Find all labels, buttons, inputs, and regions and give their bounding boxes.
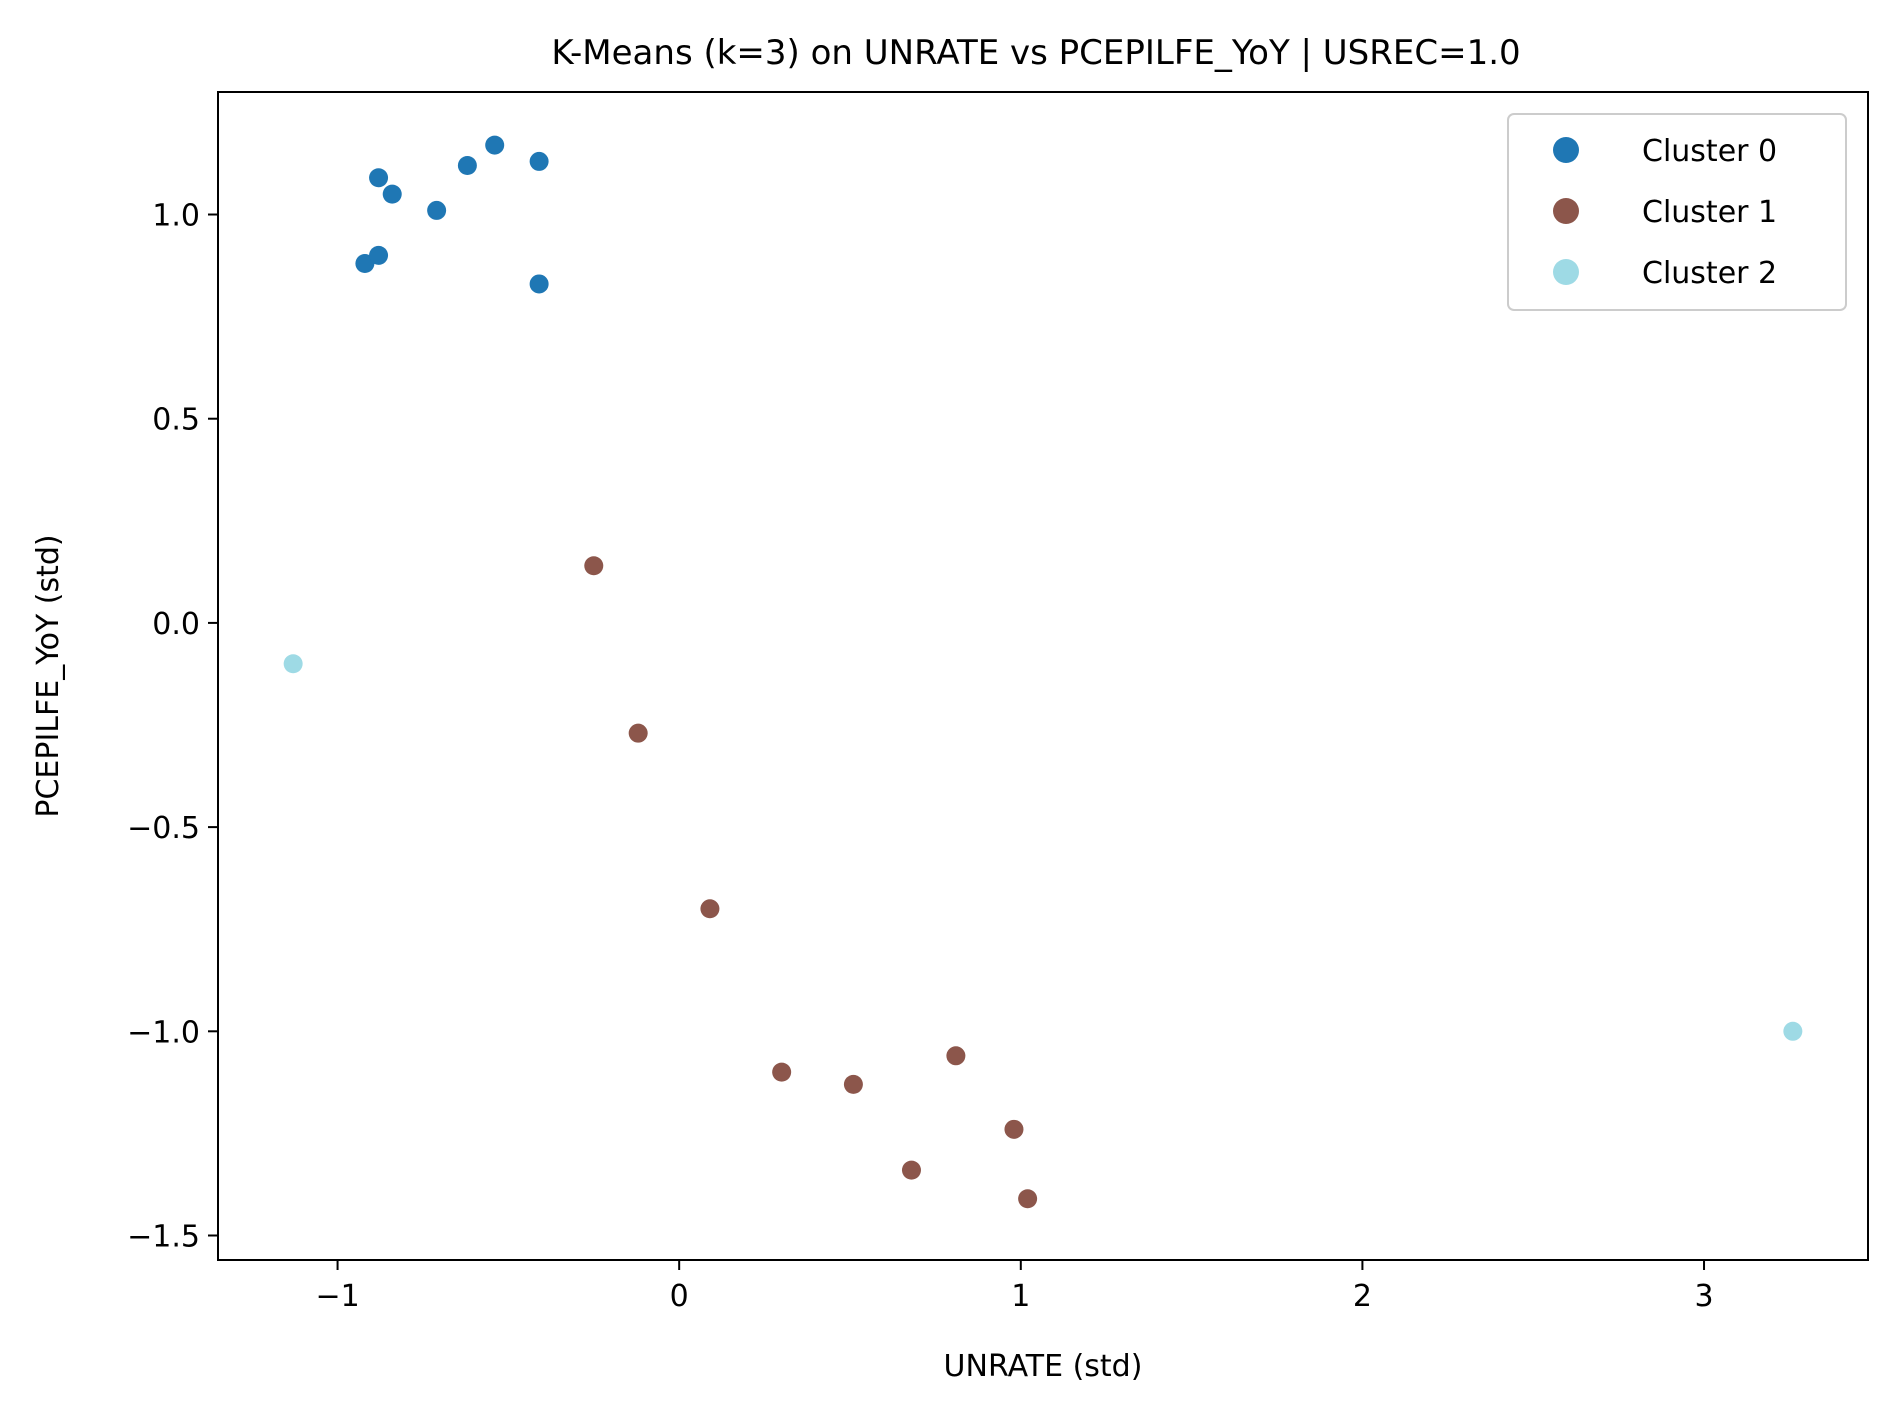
cluster-0-point	[355, 254, 375, 274]
y-tick-label: 0.0	[152, 607, 200, 642]
x-tick-label: 0	[670, 1279, 689, 1314]
legend-label-cluster-2: Cluster 2	[1642, 256, 1777, 291]
legend-label-cluster-0: Cluster 0	[1642, 134, 1777, 169]
legend: Cluster 0 Cluster 1 Cluster 2	[1507, 113, 1847, 311]
legend-label-cluster-1: Cluster 1	[1642, 195, 1777, 230]
x-axis: −1 0 1 2 3	[315, 1260, 1714, 1314]
legend-box	[1507, 113, 1847, 311]
x-tick-label: 1	[1011, 1279, 1030, 1314]
cluster-1-point	[901, 1160, 921, 1180]
cluster-0-point	[369, 168, 389, 188]
y-axis-label: PCEPILFE_YoY (std)	[31, 534, 66, 817]
cluster-1-point	[1004, 1119, 1024, 1139]
legend-marker-cluster-2	[1553, 259, 1579, 285]
cluster-1-point	[1018, 1189, 1038, 1209]
cluster-0-point	[457, 156, 477, 176]
cluster-1-point	[584, 556, 604, 576]
y-tick-label: −0.5	[127, 811, 200, 846]
x-tick-label: −1	[315, 1279, 359, 1314]
y-tick-label: −1.5	[127, 1219, 200, 1254]
cluster-0-point	[485, 135, 505, 155]
cluster-0-point	[382, 184, 402, 204]
x-axis-label: UNRATE (std)	[944, 1349, 1143, 1384]
y-axis: 1.0 0.5 0.0 −0.5 −1.0 −1.5	[127, 199, 218, 1254]
cluster-0-point	[427, 200, 447, 220]
legend-marker-cluster-0	[1553, 137, 1579, 163]
legend-marker-cluster-1	[1553, 198, 1579, 224]
cluster-0-point	[529, 151, 549, 171]
x-tick-label: 3	[1694, 1279, 1713, 1314]
cluster-2-point	[283, 654, 303, 674]
cluster-1-point	[772, 1062, 792, 1082]
y-tick-label: −1.0	[127, 1015, 200, 1050]
cluster-0-point	[529, 274, 549, 294]
cluster-2-point	[1783, 1021, 1803, 1041]
chart-title: K-Means (k=3) on UNRATE vs PCEPILFE_YoY …	[551, 33, 1520, 73]
cluster-1-point	[700, 899, 720, 919]
plot-frame	[217, 91, 1869, 1261]
x-tick-label: 2	[1353, 1279, 1372, 1314]
y-tick-label: 1.0	[152, 199, 200, 234]
cluster-1-point	[628, 723, 648, 743]
cluster-1-point	[946, 1046, 966, 1066]
data-points	[283, 135, 1803, 1209]
cluster-1-point	[843, 1074, 863, 1094]
y-tick-label: 0.5	[152, 403, 200, 438]
cluster-0-point	[369, 245, 389, 265]
